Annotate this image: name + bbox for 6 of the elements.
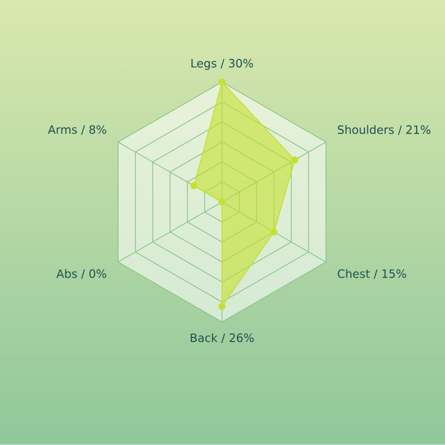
spoke-label: Legs / 30% (191, 58, 254, 70)
spoke-label: Chest / 15% (338, 269, 406, 279)
spoke-label: Arms / 8% (48, 125, 106, 135)
spoke-label: Shoulders / 21% (338, 125, 430, 135)
spoke-label: Abs / 0% (56, 269, 106, 279)
spoke-label: Back / 26% (190, 333, 254, 344)
